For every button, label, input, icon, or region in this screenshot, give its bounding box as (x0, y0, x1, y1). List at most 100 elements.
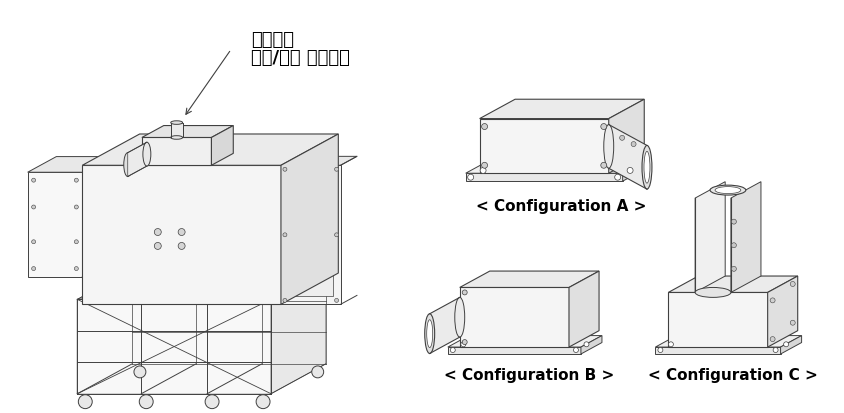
Circle shape (451, 348, 455, 353)
Polygon shape (142, 138, 212, 165)
Circle shape (139, 395, 153, 408)
Circle shape (732, 243, 736, 248)
Ellipse shape (715, 187, 741, 194)
Ellipse shape (603, 125, 614, 168)
Polygon shape (142, 126, 233, 138)
Circle shape (31, 178, 35, 182)
Polygon shape (781, 336, 802, 354)
Circle shape (154, 228, 161, 235)
Circle shape (205, 395, 219, 408)
Polygon shape (78, 299, 271, 394)
Circle shape (468, 174, 473, 180)
Circle shape (482, 123, 488, 130)
Polygon shape (623, 160, 647, 181)
Polygon shape (460, 287, 569, 347)
Circle shape (658, 348, 663, 353)
Text: < Configuration B >: < Configuration B > (444, 368, 614, 383)
Text: < Configuration A >: < Configuration A > (476, 199, 647, 214)
Polygon shape (281, 134, 338, 304)
Ellipse shape (427, 320, 433, 348)
Circle shape (461, 342, 466, 347)
Polygon shape (281, 165, 340, 304)
Circle shape (584, 342, 589, 347)
Polygon shape (170, 123, 182, 138)
Circle shape (283, 233, 287, 237)
Polygon shape (448, 336, 602, 347)
Polygon shape (466, 160, 647, 173)
Ellipse shape (170, 121, 182, 124)
Circle shape (614, 174, 620, 180)
Text: 과급공기: 과급공기 (252, 31, 295, 49)
Circle shape (482, 162, 488, 168)
Circle shape (334, 298, 338, 302)
Circle shape (619, 135, 625, 140)
Ellipse shape (124, 153, 132, 176)
Circle shape (154, 242, 161, 249)
Circle shape (770, 337, 775, 342)
Polygon shape (271, 270, 326, 394)
Polygon shape (668, 292, 768, 347)
Ellipse shape (695, 287, 731, 297)
Circle shape (283, 298, 287, 302)
Circle shape (31, 205, 35, 209)
Circle shape (732, 219, 736, 224)
Circle shape (311, 366, 323, 378)
Polygon shape (28, 157, 111, 172)
Polygon shape (479, 99, 644, 119)
Circle shape (601, 123, 607, 130)
Ellipse shape (710, 185, 746, 195)
Polygon shape (479, 119, 609, 173)
Circle shape (790, 320, 795, 325)
Polygon shape (281, 157, 357, 165)
Ellipse shape (143, 142, 151, 166)
Polygon shape (448, 347, 581, 354)
Circle shape (74, 267, 78, 271)
Circle shape (668, 342, 674, 347)
Ellipse shape (170, 136, 182, 139)
Circle shape (74, 178, 78, 182)
Ellipse shape (455, 297, 465, 337)
Circle shape (334, 233, 338, 237)
Polygon shape (569, 271, 599, 347)
Polygon shape (768, 276, 798, 347)
Circle shape (178, 228, 185, 235)
Circle shape (627, 167, 633, 173)
Circle shape (178, 242, 185, 249)
Circle shape (732, 266, 736, 271)
Circle shape (601, 162, 607, 168)
Polygon shape (127, 142, 147, 176)
Polygon shape (28, 172, 83, 277)
Polygon shape (668, 276, 798, 292)
Circle shape (573, 348, 578, 353)
Circle shape (31, 267, 35, 271)
Polygon shape (83, 134, 338, 165)
Polygon shape (460, 271, 599, 287)
Circle shape (463, 290, 468, 295)
Polygon shape (78, 270, 326, 299)
Circle shape (256, 395, 270, 408)
Circle shape (134, 366, 146, 378)
Circle shape (334, 167, 338, 171)
Circle shape (283, 167, 287, 171)
Ellipse shape (425, 314, 435, 354)
Polygon shape (731, 182, 761, 292)
Polygon shape (656, 347, 781, 354)
Circle shape (783, 342, 788, 347)
Circle shape (74, 205, 78, 209)
Circle shape (74, 240, 78, 244)
Polygon shape (212, 126, 233, 165)
Circle shape (770, 298, 775, 303)
Ellipse shape (642, 145, 652, 189)
Polygon shape (466, 173, 623, 181)
Circle shape (480, 167, 486, 173)
Polygon shape (430, 297, 460, 354)
Circle shape (631, 142, 636, 147)
Ellipse shape (644, 152, 650, 183)
Polygon shape (656, 336, 802, 347)
Circle shape (773, 348, 778, 353)
Polygon shape (289, 173, 333, 297)
Polygon shape (609, 125, 647, 189)
Polygon shape (581, 336, 602, 354)
Polygon shape (609, 99, 644, 173)
Circle shape (463, 339, 468, 344)
